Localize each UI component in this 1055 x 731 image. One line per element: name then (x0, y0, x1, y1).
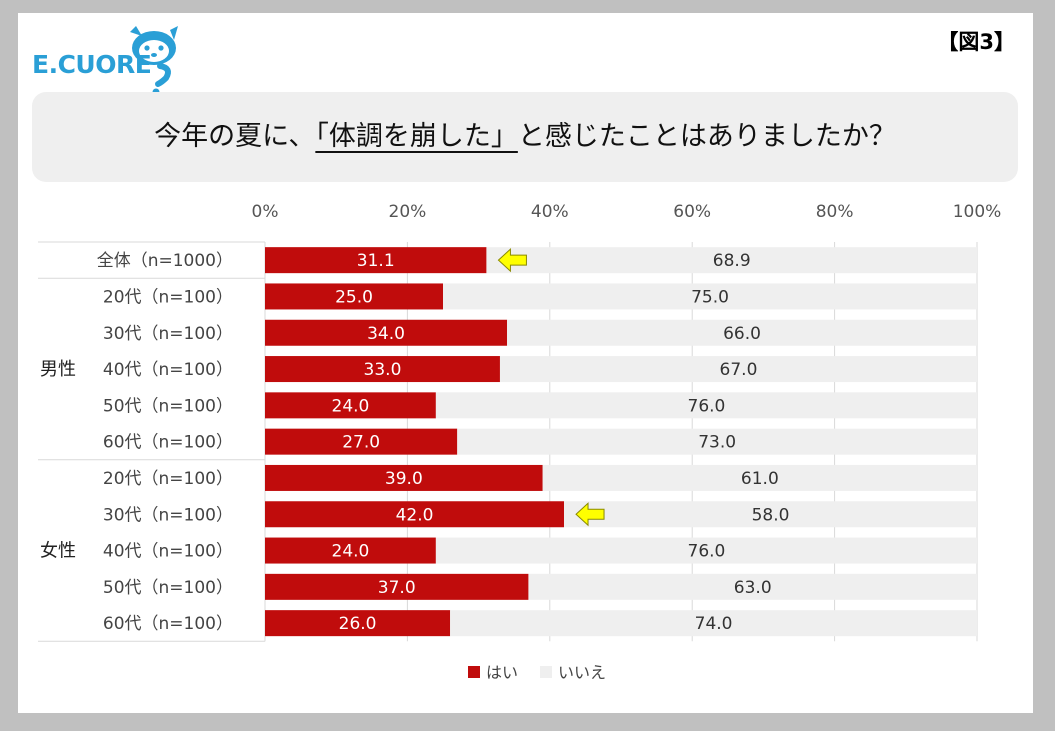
bar-no (542, 464, 977, 491)
row-label: 40代（n=100） (103, 542, 233, 562)
bar-no (435, 537, 977, 564)
question-title: 今年の夏に、「体調を崩した」と感じたことはありましたか？ (32, 92, 1018, 182)
title-suffix: と感じたことはありましたか？ (517, 121, 896, 152)
dog-mascot-icon (130, 26, 178, 96)
x-tick-label: 20% (389, 202, 427, 222)
value-label-yes: 34.0 (367, 324, 405, 344)
value-label-yes: 24.0 (332, 396, 370, 416)
group-label: 女性 (40, 541, 76, 562)
row-label: 50代（n=100） (103, 396, 233, 416)
bar-yes (265, 573, 529, 600)
bar-yes (265, 428, 458, 455)
value-label-no: 58.0 (752, 505, 790, 525)
x-tick-label: 100% (953, 202, 1002, 222)
bar-yes (265, 356, 500, 383)
value-label-yes: 42.0 (396, 505, 434, 525)
highlight-arrow-icon (575, 502, 605, 527)
title-prefix: 今年の夏に、 (154, 121, 316, 152)
value-label-no: 63.0 (734, 578, 772, 598)
value-label-yes: 24.0 (332, 542, 370, 562)
row-label: 30代（n=100） (103, 324, 233, 344)
value-label-yes: 33.0 (364, 360, 402, 380)
value-label-no: 75.0 (691, 287, 729, 307)
bar-yes (265, 247, 487, 274)
bar-yes (265, 392, 436, 419)
value-label-yes: 37.0 (378, 578, 416, 598)
bar-yes (265, 464, 543, 491)
value-label-no: 73.0 (698, 433, 736, 453)
value-label-no: 61.0 (741, 469, 779, 489)
value-label-no: 76.0 (688, 542, 726, 562)
row-label: 20代（n=100） (103, 469, 233, 489)
value-label-yes: 25.0 (335, 287, 373, 307)
legend-swatch-yes (468, 666, 480, 678)
ecuore-logo (130, 26, 178, 96)
bar-no (457, 428, 977, 455)
bar-yes (265, 610, 451, 637)
group-label: 男性 (40, 359, 76, 380)
bar-no (528, 573, 977, 600)
row-label: 60代（n=100） (103, 614, 233, 634)
question-title-box: 今年の夏に、「体調を崩した」と感じたことはありましたか？ (32, 92, 1018, 182)
x-tick-label: 40% (531, 202, 569, 222)
row-label: 全体（n=1000） (97, 251, 233, 271)
title-emphasis: 「体調を崩した」 (315, 121, 518, 152)
legend-label-yes: はい (486, 663, 518, 682)
legend-label-no: いいえ (558, 663, 606, 682)
bar-no (435, 392, 977, 419)
bar-yes (265, 537, 436, 564)
bar-yes (265, 319, 508, 346)
bar-yes (265, 501, 565, 528)
bar-no (564, 501, 977, 528)
legend-swatch-no (540, 666, 552, 678)
x-tick-label: 60% (673, 202, 711, 222)
bar-no (443, 283, 977, 310)
bar-no (507, 319, 977, 346)
logo-wordmark: E.CUORE (32, 50, 152, 79)
highlight-arrow-icon (497, 248, 527, 273)
bar-no (486, 247, 977, 274)
row-label: 20代（n=100） (103, 287, 233, 307)
row-label: 60代（n=100） (103, 433, 233, 453)
value-label-yes: 31.1 (357, 251, 395, 271)
value-label-no: 68.9 (713, 251, 751, 271)
bar-yes (265, 283, 443, 310)
bar-no (499, 356, 977, 383)
row-label: 40代（n=100） (103, 360, 233, 380)
x-tick-label: 80% (816, 202, 854, 222)
value-label-no: 74.0 (695, 614, 733, 634)
x-tick-label: 0% (252, 202, 279, 222)
value-label-yes: 26.0 (339, 614, 377, 634)
row-label: 30代（n=100） (103, 505, 233, 525)
row-label: 50代（n=100） (103, 578, 233, 598)
bar-no (450, 610, 977, 637)
value-label-yes: 27.0 (342, 433, 380, 453)
figure-label: 【図3】 (937, 30, 1015, 54)
value-label-no: 66.0 (723, 324, 761, 344)
value-label-no: 76.0 (688, 396, 726, 416)
value-label-yes: 39.0 (385, 469, 423, 489)
value-label-no: 67.0 (720, 360, 758, 380)
